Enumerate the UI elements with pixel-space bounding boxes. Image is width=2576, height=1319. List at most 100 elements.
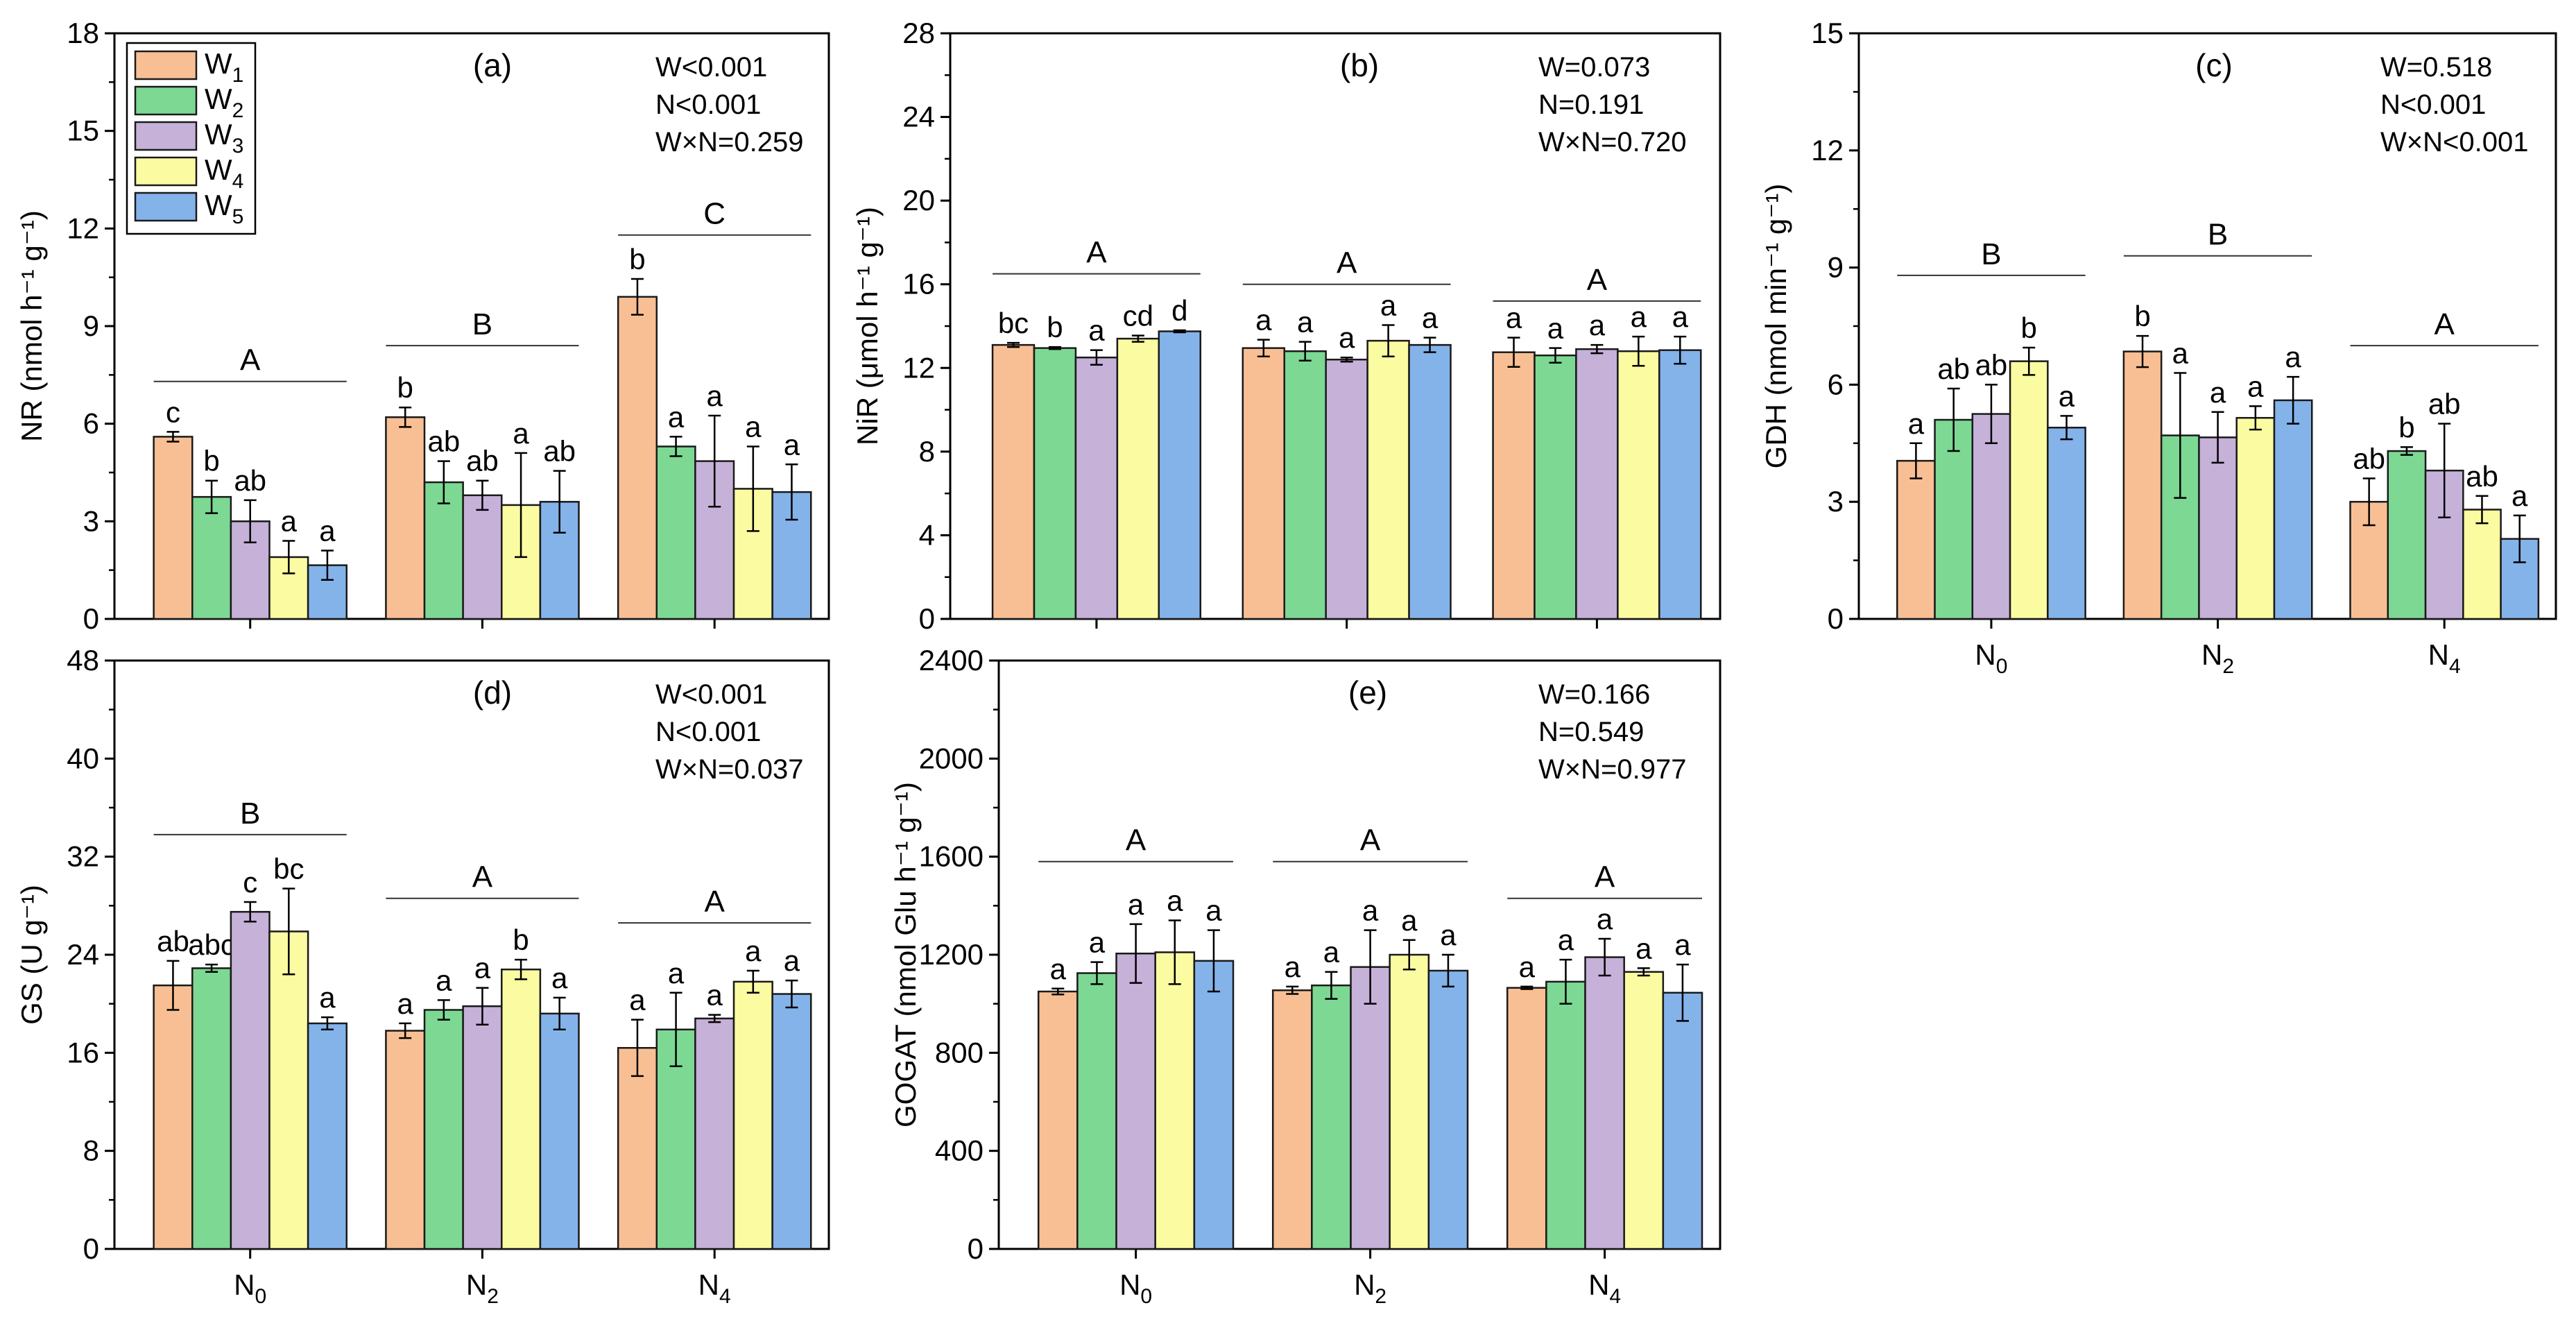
bar-W3-1 bbox=[462, 1005, 503, 1250]
stat-line: W×N<0.001 bbox=[2380, 127, 2528, 158]
sig-letter: ab bbox=[157, 925, 189, 958]
x-tick-label: N2 bbox=[466, 1268, 499, 1308]
bar-W5-1 bbox=[1408, 343, 1452, 620]
sig-letter: c bbox=[243, 866, 257, 899]
y-tick-label: 40 bbox=[67, 742, 99, 774]
bar-W3-1 bbox=[1350, 966, 1391, 1250]
legend-label: W2 bbox=[205, 83, 243, 122]
legend-label: W4 bbox=[205, 153, 243, 193]
bar-W2-1 bbox=[1283, 350, 1327, 620]
bar-W5-0 bbox=[307, 1022, 348, 1250]
y-tick-label: 9 bbox=[83, 309, 99, 342]
sig-letter: b bbox=[513, 924, 529, 956]
sig-letter: ab bbox=[2428, 388, 2461, 420]
legend-label-base: W bbox=[205, 47, 232, 80]
stat-line: W×N=0.259 bbox=[655, 127, 803, 158]
stat-line: W×N=0.037 bbox=[655, 754, 803, 785]
bar-W5-2 bbox=[2500, 538, 2540, 620]
sig-letter: a bbox=[397, 987, 414, 1020]
y-axis-title: NR (nmol h⁻¹ g⁻¹) bbox=[15, 210, 48, 442]
y-tick-label: 16 bbox=[902, 268, 935, 300]
x-tick-label-base: N bbox=[2428, 638, 2449, 671]
sig-letter: abc bbox=[188, 928, 235, 961]
sig-letter: a bbox=[1050, 953, 1067, 985]
bar-W4-0 bbox=[1154, 951, 1196, 1250]
sig-letter: a bbox=[1589, 309, 1606, 341]
stat-line: W=0.166 bbox=[1538, 679, 1650, 710]
bar-W3-1 bbox=[2198, 436, 2238, 620]
x-tick-label: N2 bbox=[2201, 638, 2234, 678]
x-tick-label: N4 bbox=[2428, 638, 2461, 678]
sig-letter: a bbox=[745, 935, 762, 967]
group-letter: A bbox=[240, 343, 261, 377]
bar-W1-0 bbox=[1896, 459, 1936, 620]
sig-letter: a bbox=[1362, 894, 1379, 927]
y-tick-label: 0 bbox=[968, 1232, 984, 1265]
stat-line: N=0.191 bbox=[1538, 90, 1644, 120]
x-tick-label: N2 bbox=[1354, 1268, 1386, 1308]
bar-W2-2 bbox=[2387, 450, 2427, 620]
y-tick-label: 48 bbox=[67, 644, 99, 676]
x-tick-label-sub: 4 bbox=[1609, 1285, 1621, 1308]
x-tick-label: N4 bbox=[698, 1268, 731, 1308]
stat-line: N<0.001 bbox=[655, 90, 761, 120]
bar-W4-0 bbox=[1116, 337, 1160, 620]
sig-letter: a bbox=[1422, 302, 1439, 334]
sig-letter: a bbox=[1631, 300, 1647, 333]
sig-letter: a bbox=[1672, 300, 1689, 333]
y-tick-label: 8 bbox=[919, 435, 935, 468]
sig-letter: a bbox=[1440, 919, 1457, 951]
legend-swatch-1 bbox=[134, 50, 198, 80]
sig-letter: a bbox=[1285, 951, 1301, 983]
bar-W1-0 bbox=[153, 436, 194, 620]
sig-letter: a bbox=[319, 981, 336, 1014]
x-tick-label: N0 bbox=[1975, 638, 2007, 678]
bar-W2-2 bbox=[1534, 354, 1577, 620]
sig-letter: ab bbox=[1975, 348, 2008, 381]
stat-line: W=0.073 bbox=[1538, 52, 1650, 83]
group-letter: C bbox=[703, 197, 725, 231]
y-tick-label: 3 bbox=[1828, 485, 1844, 518]
bar-W4-1 bbox=[501, 968, 542, 1250]
legend-label-sub: 5 bbox=[232, 205, 244, 228]
x-tick-label-base: N bbox=[466, 1268, 487, 1301]
bar-W4-1 bbox=[2235, 416, 2276, 620]
sig-letter: ab bbox=[2466, 460, 2498, 493]
legend-swatch-4 bbox=[134, 156, 198, 187]
sig-letter: a bbox=[281, 504, 298, 537]
x-tick-label-base: N bbox=[698, 1268, 719, 1301]
sig-letter: a bbox=[1380, 289, 1397, 321]
bar-W1-2 bbox=[1506, 987, 1547, 1250]
sig-letter: a bbox=[319, 515, 336, 547]
group-letter: A bbox=[1086, 236, 1107, 270]
bar-W1-1 bbox=[2122, 350, 2163, 620]
legend-label: W1 bbox=[205, 47, 243, 87]
sig-letter: a bbox=[1635, 932, 1652, 964]
bar-W3-0 bbox=[230, 910, 271, 1250]
bar-W2-0 bbox=[1033, 347, 1077, 620]
stat-line: W<0.001 bbox=[655, 52, 767, 83]
legend-swatch-2 bbox=[134, 85, 198, 116]
sig-letter: b bbox=[397, 371, 413, 404]
legend-label-sub: 2 bbox=[232, 99, 244, 122]
sig-letter: a bbox=[1339, 321, 1355, 354]
bar-W5-2 bbox=[1658, 349, 1702, 620]
sig-letter: a bbox=[1205, 894, 1222, 927]
y-tick-label: 0 bbox=[1828, 602, 1844, 635]
y-tick-label: 18 bbox=[67, 17, 99, 49]
bar-W2-2 bbox=[1545, 980, 1586, 1250]
sig-letter: a bbox=[1506, 302, 1522, 334]
sig-letter: ab bbox=[234, 464, 266, 497]
x-tick-label-base: N bbox=[1119, 1268, 1140, 1301]
sig-letter: a bbox=[1255, 304, 1272, 337]
sig-letter: a bbox=[2059, 380, 2075, 412]
bar-W2-0 bbox=[191, 967, 232, 1250]
sig-letter: a bbox=[1558, 924, 1574, 956]
bar-W4-1 bbox=[1389, 953, 1430, 1250]
bar-W1-0 bbox=[153, 984, 194, 1250]
stat-line: W<0.001 bbox=[655, 679, 767, 710]
